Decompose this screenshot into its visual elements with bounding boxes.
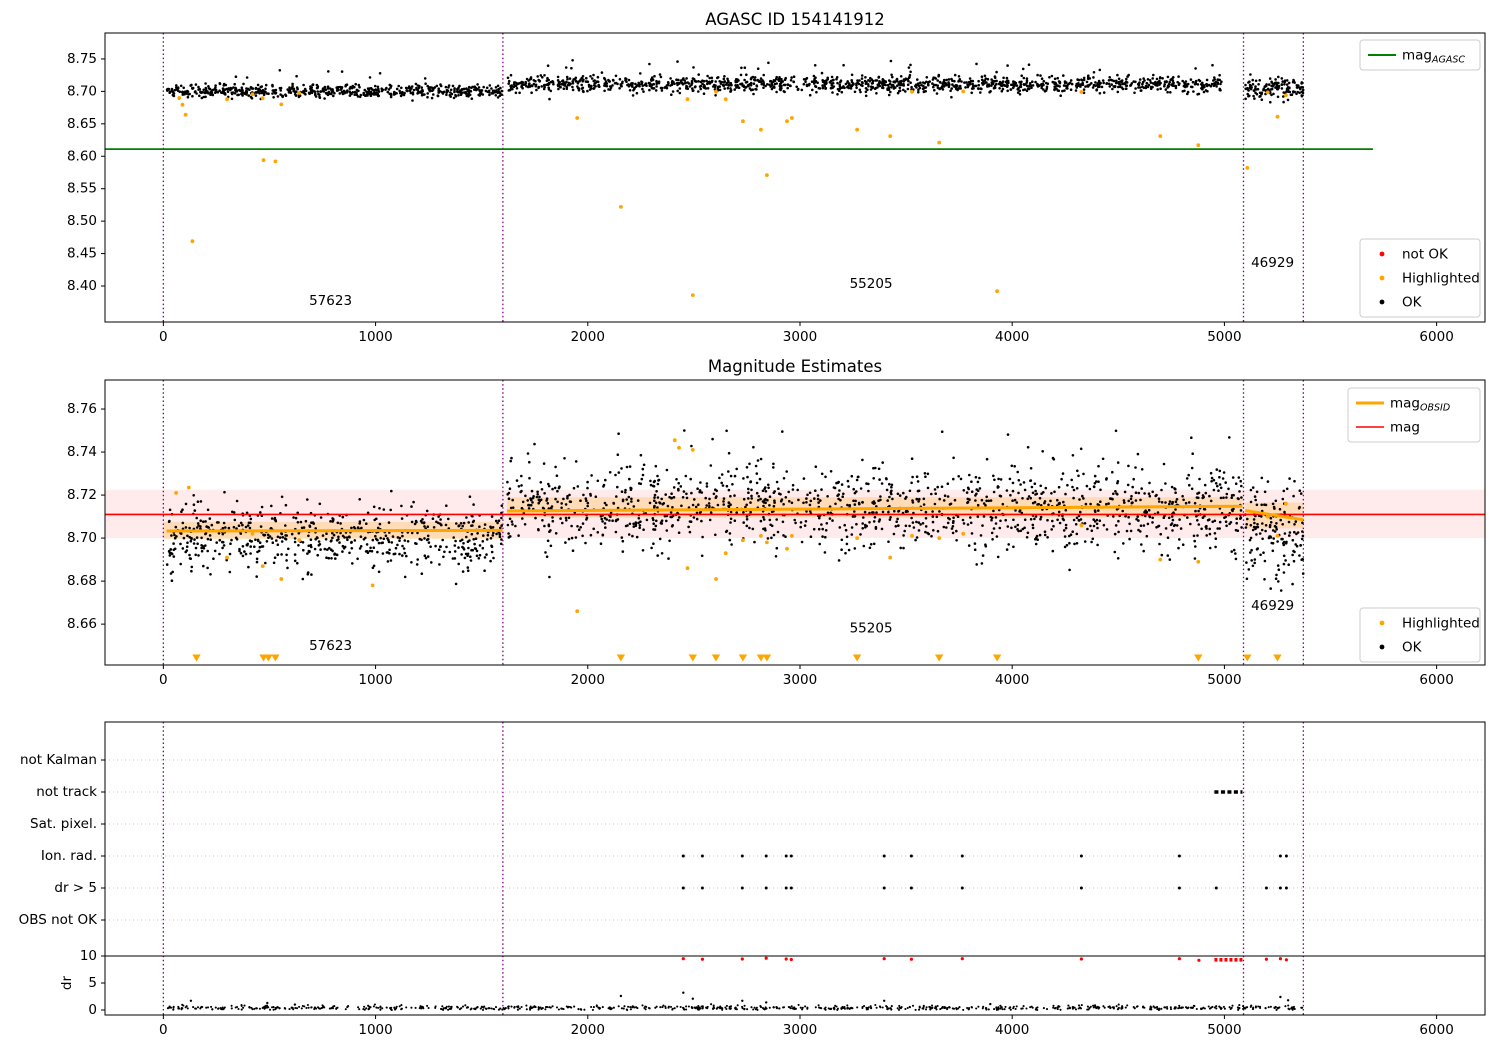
x-tick-label: 6000 [1419, 329, 1453, 345]
x-tick-label: 5000 [1207, 672, 1241, 688]
x-tick-label: 0 [159, 1022, 168, 1038]
legend-label: OK [1402, 640, 1423, 656]
y-tick-label: 8.70 [67, 530, 97, 546]
x-tick-label: 6000 [1419, 1022, 1453, 1038]
legend-point-classes-2 [1359, 607, 1481, 663]
x-tick-label: 2000 [571, 672, 605, 688]
flag-row-label: not track [36, 784, 97, 800]
x-tick-label: 5000 [1207, 1022, 1241, 1038]
obsid-annotation: 57623 [309, 293, 352, 309]
y-tick-label: 8.40 [67, 278, 97, 294]
y-tick-label: 8.50 [67, 213, 97, 229]
x-tick-label: 2000 [571, 1022, 605, 1038]
y-tick-label: 8.66 [67, 616, 97, 632]
x-tick-label: 1000 [358, 672, 392, 688]
y-tick-label: 8.55 [67, 181, 97, 197]
axes-frame [104, 32, 1486, 323]
flag-points [681, 790, 1288, 890]
y-tick-label: 8.72 [67, 487, 97, 503]
legend-point-classes-1 [1359, 238, 1481, 318]
clipped-low-markers [192, 654, 1282, 662]
panel-agasc-mag: 57623 55205 46929 0 1000 2000 3000 4000 5000 6000… [67, 32, 1486, 345]
dr-tick-label: 5 [88, 975, 97, 991]
obsid-annotation: 55205 [850, 276, 893, 292]
legend-label: magAGASC [1402, 48, 1465, 66]
legend-marker-sample [1379, 251, 1385, 257]
x-tick-label: 4000 [995, 672, 1029, 688]
obsid-annotation: 46929 [1251, 598, 1294, 614]
obsid-annotation: 46929 [1251, 255, 1294, 271]
x-tick-label: 4000 [995, 1022, 1029, 1038]
legend-marker-sample [1379, 644, 1385, 650]
dr-tick-label: 0 [88, 1002, 97, 1018]
legend-label: OK [1402, 295, 1423, 311]
legend-label: not OK [1402, 247, 1449, 263]
legend-label: Highlighted [1402, 616, 1480, 632]
panel-magnitude-estimates: 57623 55205 46929 0 1000 2000 3000 4000 5000 6000… [67, 379, 1486, 688]
x-tick-label: 6000 [1419, 672, 1453, 688]
axes-frame [104, 721, 1486, 1016]
flag-row-label: dr > 5 [54, 880, 97, 896]
y-tick-label: 8.68 [67, 573, 97, 589]
legend-marker-sample [1379, 620, 1385, 626]
x-tick-label: 1000 [358, 329, 392, 345]
x-tick-label: 3000 [783, 1022, 817, 1038]
obsid-annotation: 55205 [850, 620, 893, 636]
obsid-annotation: 57623 [309, 638, 352, 654]
not-ok-points [681, 956, 1288, 962]
legend-mag-agasc [1359, 39, 1481, 71]
legend-marker-sample [1379, 275, 1385, 281]
dr-axis-label: dr [59, 975, 75, 990]
middle-plot-title: Magnitude Estimates [707, 357, 883, 376]
y-tick-label: 8.75 [67, 51, 97, 67]
y-tick-label: 8.76 [67, 401, 97, 417]
x-tick-label: 2000 [571, 329, 605, 345]
highlighted-points [177, 89, 1288, 297]
mag-obsid-line [507, 504, 1243, 513]
x-tick-label: 5000 [1207, 329, 1241, 345]
x-tick-label: 3000 [783, 672, 817, 688]
legend-label: Highlighted [1402, 271, 1480, 287]
legend-label: mag [1390, 420, 1420, 436]
mag-obsid-line [1244, 509, 1304, 522]
y-tick-label: 8.74 [67, 444, 97, 460]
x-tick-label: 0 [159, 329, 168, 345]
legend-marker-sample [1379, 299, 1385, 305]
panel-flags-dr: OBS not OK dr > 5 Ion. rad. Sat. pixel. not … [19, 721, 1486, 1038]
x-tick-label: 1000 [358, 1022, 392, 1038]
y-tick-label: 8.70 [67, 83, 97, 99]
highlighted-points [174, 438, 1288, 614]
flag-row-label: Sat. pixel. [30, 816, 97, 832]
y-tick-label: 8.65 [67, 116, 97, 132]
x-tick-label: 3000 [783, 329, 817, 345]
x-tick-label: 4000 [995, 329, 1029, 345]
y-tick-label: 8.60 [67, 148, 97, 164]
dr-tick-label: 10 [80, 948, 97, 964]
flag-row-label: not Kalman [20, 752, 97, 768]
axes-frame [104, 379, 1486, 666]
flag-row-label: OBS not OK [19, 912, 99, 928]
dr-trace [166, 991, 1304, 1012]
x-tick-label: 0 [159, 672, 168, 688]
y-tick-label: 8.45 [67, 246, 97, 262]
mag-obsid-line [166, 528, 503, 533]
top-plot-title: AGASC ID 154141912 [705, 10, 885, 29]
ok-points [165, 59, 1305, 104]
flag-row-label: Ion. rad. [41, 848, 97, 864]
legend-label: magOBSID [1390, 396, 1450, 414]
